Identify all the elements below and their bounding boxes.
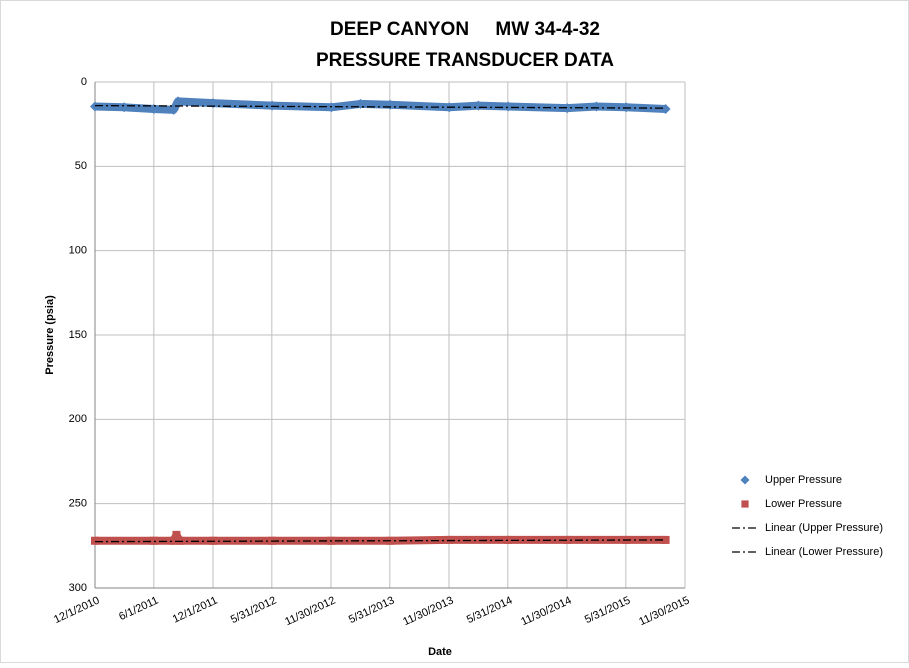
data-point bbox=[173, 96, 184, 107]
legend-swatch bbox=[740, 475, 750, 485]
y-tick-label: 300 bbox=[69, 582, 87, 594]
y-tick-label: 0 bbox=[81, 76, 87, 88]
y-tick-label: 150 bbox=[69, 329, 87, 341]
data-point bbox=[591, 101, 602, 112]
data-point bbox=[148, 103, 159, 114]
data-point bbox=[90, 101, 100, 112]
chart-title: PRESSURE TRANSDUCER DATA bbox=[316, 50, 614, 71]
y-tick-label: 250 bbox=[69, 498, 87, 510]
data-point bbox=[267, 100, 278, 111]
data-point bbox=[661, 535, 670, 544]
trendline bbox=[94, 539, 666, 543]
data-point bbox=[660, 103, 671, 114]
legend-label: Upper Pressure bbox=[765, 474, 842, 486]
data-point bbox=[503, 101, 514, 112]
data-point bbox=[621, 102, 632, 113]
y-axis-title: Pressure (psia) bbox=[44, 295, 56, 375]
data-point bbox=[473, 100, 484, 111]
legend-swatch bbox=[741, 500, 749, 508]
x-axis-title: Date bbox=[428, 646, 452, 658]
data-point bbox=[169, 536, 178, 545]
data-point bbox=[563, 535, 572, 544]
data-point bbox=[172, 530, 181, 539]
data-point bbox=[168, 104, 179, 115]
legend-label: Linear (Upper Pressure) bbox=[765, 522, 883, 534]
data-point bbox=[149, 536, 158, 545]
legend-label: Linear (Lower Pressure) bbox=[765, 546, 883, 558]
y-tick-label: 200 bbox=[69, 413, 87, 425]
y-tick-label: 100 bbox=[69, 245, 87, 257]
data-point bbox=[119, 102, 130, 113]
y-tick-label: 50 bbox=[75, 160, 87, 172]
data-point bbox=[91, 536, 99, 545]
trendline bbox=[94, 104, 666, 109]
chart-title: DEEP CANYON MW 34-4-32 bbox=[330, 19, 600, 40]
data-point bbox=[504, 535, 513, 544]
data-point bbox=[562, 103, 573, 114]
legend-label: Lower Pressure bbox=[765, 498, 842, 510]
